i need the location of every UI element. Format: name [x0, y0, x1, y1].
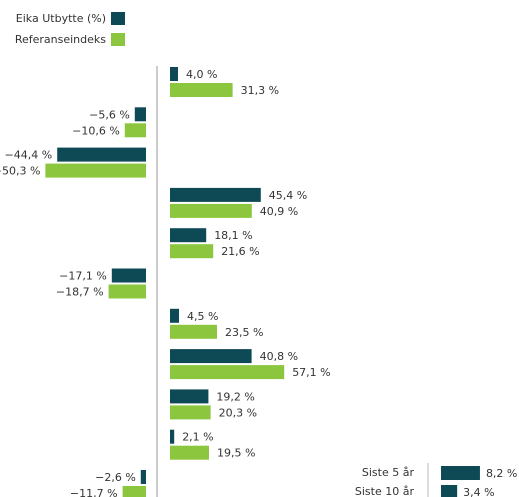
bar — [57, 147, 147, 162]
bar — [170, 324, 217, 339]
bar — [170, 67, 178, 81]
value-label: 8,2 % — [486, 467, 517, 480]
value-label: 3,4 % — [463, 486, 494, 497]
value-label: −2,6 % — [95, 471, 136, 484]
legend-swatch — [111, 12, 125, 25]
value-label: −5,6 % — [89, 108, 130, 121]
category-label: Siste 5 år — [362, 466, 415, 479]
bar — [170, 365, 285, 380]
bar — [134, 107, 146, 122]
value-label: 57,1 % — [292, 366, 330, 379]
bar — [124, 123, 146, 138]
bar — [111, 268, 146, 283]
bar — [170, 187, 261, 202]
bar — [170, 445, 209, 460]
bar — [170, 203, 252, 218]
value-label: 4,0 % — [186, 68, 217, 81]
legend-swatch — [111, 33, 125, 46]
bar — [108, 284, 146, 299]
bar — [441, 466, 480, 480]
value-label: 20,3 % — [219, 406, 257, 419]
value-label: −10,6 % — [72, 124, 120, 137]
legend-label: Referanseindeks — [15, 33, 106, 46]
bar — [170, 405, 211, 420]
bar — [170, 83, 233, 97]
value-label: 19,2 % — [216, 390, 254, 403]
value-label: 40,8 % — [260, 350, 298, 363]
bar — [170, 389, 209, 404]
value-label: 40,9 % — [260, 205, 298, 218]
bar — [170, 349, 252, 364]
value-label: −17,1 % — [59, 270, 107, 283]
value-label: 23,5 % — [225, 326, 263, 339]
value-label: 19,5 % — [217, 447, 255, 460]
value-label: 2,1 % — [182, 431, 213, 444]
value-label: −50,3 % — [0, 165, 40, 178]
bar — [140, 470, 146, 484]
legend-label: Eika Utbytte (%) — [16, 12, 106, 25]
value-label: 31,3 % — [241, 84, 279, 97]
value-label: −18,7 % — [56, 286, 104, 299]
bar — [170, 228, 207, 243]
bar — [170, 429, 175, 444]
value-label: 4,5 % — [187, 310, 218, 323]
bar — [170, 308, 179, 323]
value-label: −44,4 % — [5, 149, 53, 162]
value-label: 21,6 % — [221, 245, 259, 258]
category-label: Siste 10 år — [355, 485, 415, 497]
value-label: 45,4 % — [269, 189, 307, 202]
bar — [122, 486, 146, 497]
value-label: −11,7 % — [70, 487, 118, 497]
bar — [45, 163, 146, 178]
bar — [170, 244, 214, 259]
value-label: 18,1 % — [214, 229, 252, 242]
bar — [441, 485, 458, 497]
